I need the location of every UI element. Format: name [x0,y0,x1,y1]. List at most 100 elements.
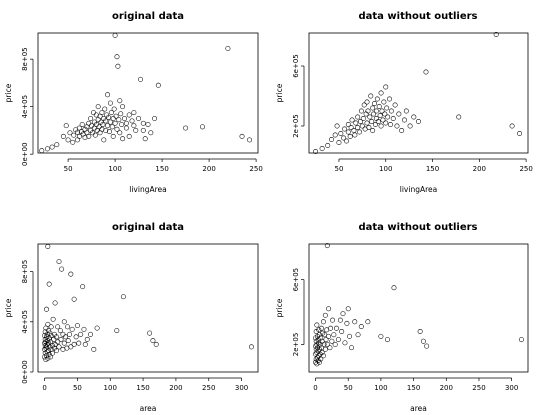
data-point [344,320,350,326]
data-point [49,350,55,356]
data-point [101,137,107,143]
data-point [324,243,330,249]
data-point [69,326,75,332]
data-point [319,350,325,356]
data-point [112,32,118,38]
data-point [383,84,389,90]
data-point [67,331,72,337]
data-point [48,324,54,330]
data-point [384,337,390,343]
data-point [111,106,117,112]
data-point [322,346,328,352]
data-point [352,132,358,138]
data-point [107,119,113,125]
data-point [330,317,336,323]
x-tick-label: 150 [155,165,168,173]
data-point [334,123,340,129]
data-point [359,123,365,129]
data-point [53,348,59,354]
data-point [65,338,71,344]
data-point [322,312,328,318]
data-point [387,96,392,102]
data-point [82,135,88,141]
x-tick-label: 0 [42,384,46,392]
y-tick-label: 0e+00 [21,360,29,384]
data-point [355,332,361,338]
data-point [95,104,101,110]
x-axis-label: area [140,404,157,413]
data-point [49,144,55,150]
plot-frame [308,32,529,154]
x-tick-label: 100 [104,384,117,392]
x-tick-label: 200 [202,165,215,173]
data-point [332,341,338,347]
data-point [341,135,347,141]
x-tick-label: 250 [472,384,485,392]
plot-frame [308,243,529,373]
data-point [456,114,462,120]
data-point [382,111,388,117]
data-point [417,329,423,334]
data-point [47,344,53,350]
data-point [120,294,126,300]
data-point [73,334,79,340]
data-point [391,285,397,291]
data-point [42,340,48,346]
data-point [153,341,159,347]
data-point [314,322,320,328]
data-point [105,92,111,98]
data-point [122,116,127,122]
data-point [369,119,375,124]
data-point [81,326,87,332]
data-point [200,124,206,130]
data-point [327,345,333,351]
data-point [387,122,393,127]
data-point [150,338,156,344]
x-tick-label: 100 [108,165,121,173]
data-point [349,117,355,123]
data-point [401,117,407,123]
data-point [423,69,429,75]
data-point [183,125,189,131]
data-point [383,120,389,126]
data-point [378,90,384,96]
data-point [133,127,139,133]
data-point [120,104,126,110]
data-point [247,137,253,143]
data-point [93,112,99,118]
data-point [70,139,76,145]
data-point [313,329,319,334]
data-point [394,123,400,129]
data-point [106,129,112,135]
panel-title: data without outliers [358,11,477,22]
data-point [102,106,108,112]
data-point [357,119,363,124]
data-point [342,126,348,132]
data-point [74,323,80,329]
data-point [345,129,351,135]
x-axis-label: livingArea [400,185,437,194]
data-point [321,341,327,347]
y-tick-label: 8e+05 [21,47,29,71]
data-point [58,336,64,342]
data-point [314,361,320,367]
data-point [106,114,111,120]
data-point [367,114,373,120]
data-point [355,114,361,120]
data-point [55,339,61,345]
data-point [345,306,351,312]
data-point [68,271,74,277]
data-point [329,338,335,344]
data-point [225,45,231,51]
panel-title: original data [112,11,184,22]
data-point [313,149,319,154]
data-point [61,340,67,346]
data-point [147,330,153,336]
x-tick-label: 250 [519,165,532,173]
data-point [123,125,129,131]
x-tick-label: 100 [379,165,392,173]
data-point [114,54,120,60]
data-point [392,102,398,108]
data-point [416,119,421,124]
data-point [372,122,378,127]
